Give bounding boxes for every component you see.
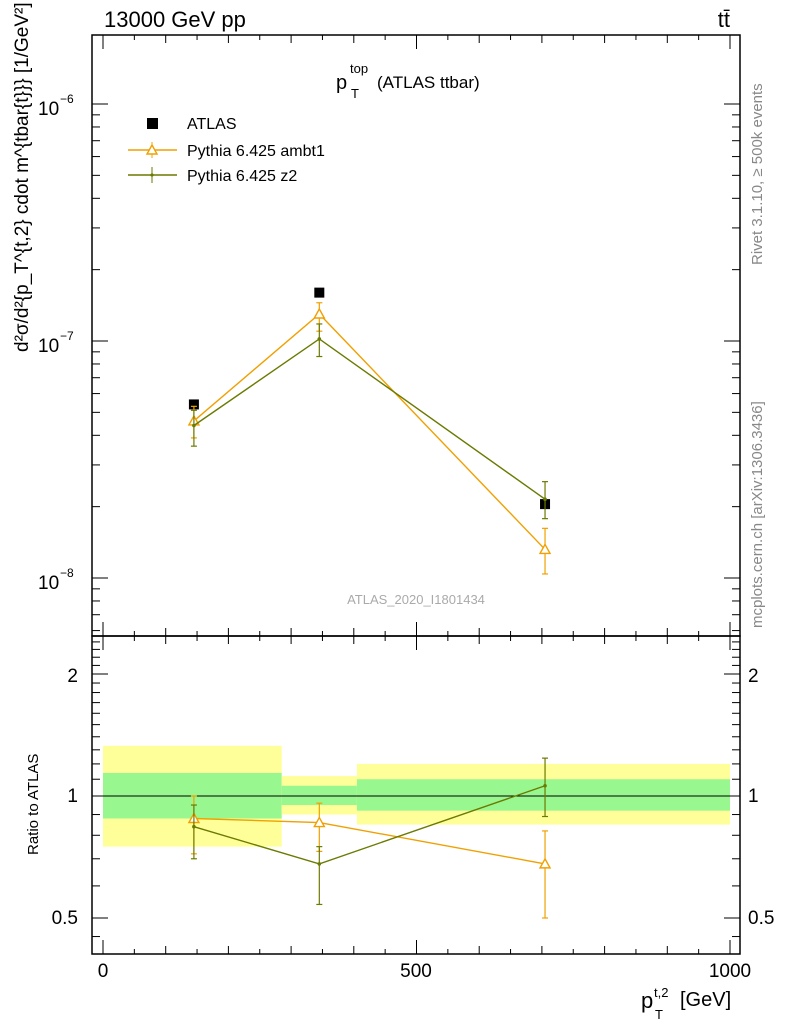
ratio-series-group <box>187 757 552 919</box>
mcplots-source-label: mcplots.cern.ch [arXiv:1306.3436] <box>749 401 766 628</box>
x-tick-label: 0 <box>98 961 109 982</box>
plot-title-sup: top <box>350 61 368 76</box>
z2-data-point <box>543 497 547 502</box>
main-axis-ticks <box>92 35 740 636</box>
x-tick-label: 500 <box>400 961 432 982</box>
ratio-band-green <box>356 779 730 811</box>
plot-title-p: p <box>336 72 347 94</box>
ratio-ambt1-point <box>313 816 326 828</box>
atlas-data-point <box>188 399 199 410</box>
x-axis-label-sup: t,2 <box>654 985 668 1000</box>
x-axis-label: p t,2 T [GeV] <box>641 985 731 1022</box>
legend-marker-ambt1 <box>145 143 159 155</box>
y-tick-labels-main: 10 −6 10 −7 10 −8 <box>38 92 74 594</box>
y-tick-label: 10 <box>38 99 59 120</box>
y-tick-label-right: 2 <box>748 666 759 687</box>
y-tick-label-exp: −7 <box>60 329 74 343</box>
x-axis-label-p: p <box>641 988 653 1013</box>
ratio-z2-point <box>192 824 196 829</box>
legend-label-ambt1: Pythia 6.425 ambt1 <box>187 143 325 160</box>
ratio-z2-point <box>317 862 322 866</box>
ratio-z2-point <box>543 783 547 788</box>
y-tick-label: 2 <box>67 666 78 687</box>
y-tick-labels-ratio: 2 1 0.5 2 1 0.5 <box>52 666 775 929</box>
y-tick-label-right: 0.5 <box>748 908 774 929</box>
ratio-axis-ticks <box>92 636 740 954</box>
y-tick-label: 1 <box>67 786 78 807</box>
legend: ATLAS Pythia 6.425 ambt1 Pythia 6.425 z2 <box>128 116 325 185</box>
z2-data-point <box>317 337 322 341</box>
legend-label-z2: Pythia 6.425 z2 <box>187 168 297 185</box>
x-tick-labels: 0 500 1000 <box>98 961 751 982</box>
y-tick-label: 0.5 <box>52 908 78 929</box>
legend-label-atlas: ATLAS <box>187 116 237 133</box>
analysis-id: ATLAS_2020_I1801434 <box>347 592 485 607</box>
rivet-version-label: Rivet 3.1.10, ≥ 500k events <box>749 83 766 265</box>
legend-marker-atlas <box>147 118 158 129</box>
x-axis-label-sub: T <box>655 1007 663 1022</box>
ambt1-data-point <box>313 307 326 319</box>
y-axis-label-ratio: Ratio to ATLAS <box>25 754 42 855</box>
y-axis-label-main: d²σ/d²{p_T^{t,2} cdot m^{tbar{t}}} [1/Ge… <box>12 2 33 352</box>
ambt1-data-point <box>538 542 552 555</box>
plot-title-rest: (ATLAS ttbar) <box>377 73 480 92</box>
series-line <box>193 313 546 550</box>
series-line <box>193 338 546 500</box>
ratio-band-green <box>281 785 357 806</box>
x-tick-label: 1000 <box>709 961 751 982</box>
y-tick-label: 10 <box>38 573 59 594</box>
y-tick-label-exp: −6 <box>60 92 74 106</box>
header-left: 13000 GeV pp <box>104 7 246 32</box>
ratio-ambt1-point <box>538 857 552 869</box>
y-tick-label: 10 <box>38 336 59 357</box>
y-tick-label-right: 1 <box>748 786 759 807</box>
x-axis-label-unit: [GeV] <box>680 989 731 1011</box>
z2-data-point <box>192 423 196 428</box>
y-tick-label-exp: −8 <box>60 566 74 580</box>
plot-title-sub: T <box>351 86 359 101</box>
header-right: tt̄ <box>718 7 730 32</box>
main-series-group <box>187 287 552 575</box>
legend-marker-z2 <box>150 173 154 177</box>
atlas-data-point <box>314 287 325 298</box>
